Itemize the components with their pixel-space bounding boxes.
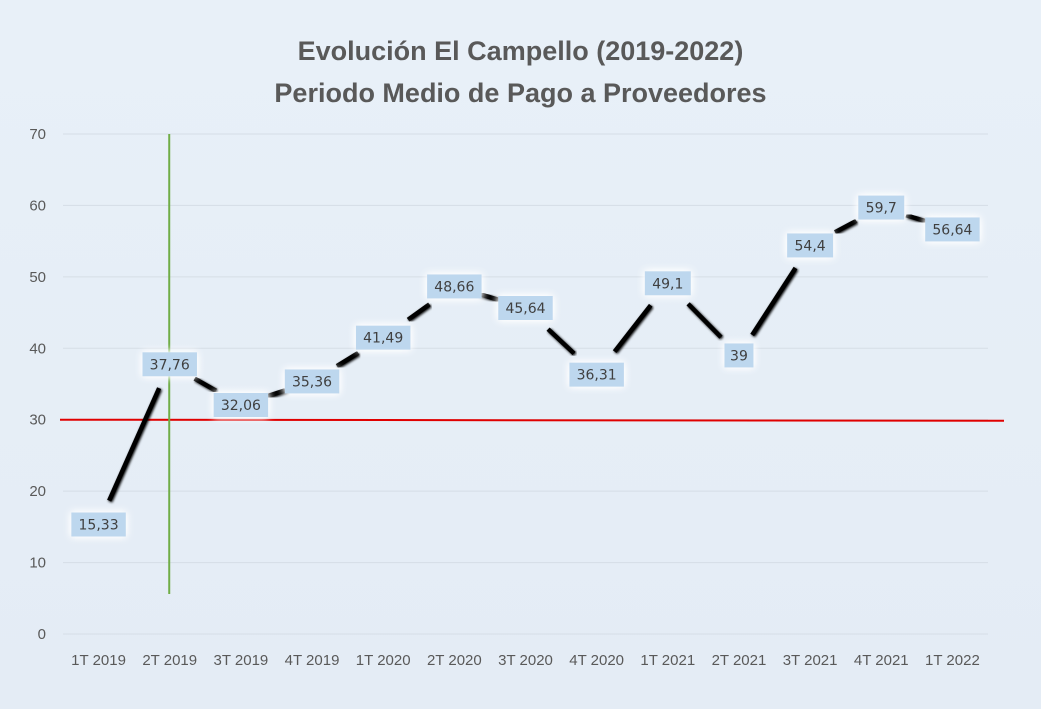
data-label-text: 45,64 [505, 301, 545, 317]
data-label-text: 48,66 [434, 279, 474, 295]
series-line-segment [107, 387, 162, 502]
x-tick-label: 3T 2020 [498, 652, 553, 669]
data-label: 15,33 [71, 512, 126, 537]
data-label: 56,64 [925, 217, 980, 242]
y-tick-label: 60 [29, 197, 46, 214]
data-label: 49,1 [644, 271, 691, 296]
series-line-segment [686, 302, 723, 339]
data-label-box [427, 274, 482, 299]
data-label-text: 54,4 [795, 238, 826, 254]
y-tick-label: 0 [38, 626, 46, 643]
data-label-text: 36,31 [577, 368, 617, 384]
data-label-box [724, 343, 754, 368]
data-label: 35,36 [284, 369, 340, 394]
reference-line-horizontal [59, 418, 1005, 422]
chart-subtitle: Periodo Medio de Pago a Proveedores [274, 78, 767, 108]
series-line-segment [265, 387, 288, 399]
x-tick-label: 4T 2019 [285, 652, 340, 669]
series-line-segment [193, 376, 218, 393]
data-label: 37,76 [142, 352, 197, 377]
data-label: 32,06 [213, 393, 269, 417]
data-label-text: 39 [730, 348, 748, 364]
data-label-box [355, 325, 411, 350]
data-label-box [71, 512, 126, 537]
data-label-text: 56,64 [932, 222, 972, 238]
data-label-box [925, 217, 980, 242]
data-label-box [213, 393, 269, 417]
x-tick-label: 1T 2019 [71, 652, 126, 669]
series-line-segment [905, 213, 929, 224]
series-line-segment [750, 266, 798, 337]
x-tick-label: 3T 2019 [213, 652, 268, 669]
y-tick-label: 20 [29, 483, 46, 500]
x-tick-label: 3T 2021 [783, 652, 838, 669]
data-label: 48,66 [427, 274, 482, 299]
data-label: 39 [724, 343, 754, 368]
data-label: 59,7 [858, 195, 905, 220]
series-line-segment [546, 327, 576, 356]
series-line-segment [478, 291, 502, 303]
y-tick-label: 40 [29, 340, 46, 357]
data-label-text: 49,1 [652, 276, 683, 292]
series-line-segment [335, 351, 360, 369]
x-tick-label: 4T 2020 [569, 652, 624, 669]
data-label-box [142, 352, 197, 377]
data-label: 54,4 [787, 233, 834, 258]
data-label-text: 15,33 [79, 518, 119, 534]
series-line-segment [406, 302, 431, 322]
data-label-box [644, 271, 691, 296]
data-label: 36,31 [569, 362, 624, 387]
x-tick-label: 1T 2022 [925, 652, 980, 669]
y-tick-label: 50 [29, 269, 46, 286]
data-label-text: 59,7 [866, 201, 897, 217]
data-label-text: 32,06 [221, 398, 261, 414]
x-tick-label: 1T 2021 [640, 652, 695, 669]
data-label-box [569, 362, 624, 387]
series-line-segment [833, 218, 858, 235]
data-label: 45,64 [498, 296, 553, 320]
y-tick-label: 30 [29, 412, 46, 429]
y-tick-label: 10 [29, 555, 46, 572]
data-label-box [498, 296, 553, 320]
data-label-box [787, 233, 834, 258]
data-label-box [858, 195, 905, 220]
data-label-box [284, 369, 340, 394]
data-label: 41,49 [355, 325, 411, 350]
data-label-text: 35,36 [292, 374, 332, 390]
x-tick-label: 4T 2021 [854, 652, 909, 669]
x-tick-label: 2T 2019 [142, 652, 197, 669]
chart-title: Evolución El Campello (2019-2022) [297, 36, 744, 66]
y-tick-label: 70 [29, 126, 46, 143]
x-tick-label: 2T 2020 [427, 652, 482, 669]
x-tick-label: 2T 2021 [712, 652, 767, 669]
x-tick-label: 1T 2020 [356, 652, 411, 669]
data-label-text: 41,49 [363, 331, 403, 347]
series-line-segment [612, 303, 653, 353]
data-label-text: 37,76 [150, 357, 190, 373]
